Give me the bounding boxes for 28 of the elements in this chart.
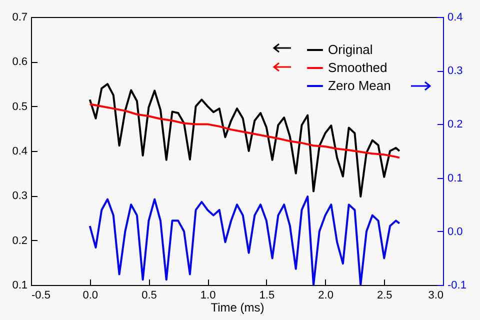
x-tick-label: 1.0 [200, 290, 216, 302]
y2-tick-label: 0.2 [448, 118, 463, 131]
line-series [88, 103, 400, 159]
x-tick-label: 0.5 [142, 290, 157, 302]
y-tick-label: 0.7 [12, 12, 28, 24]
x-tick-label: 1.5 [259, 290, 275, 302]
legend-label: Zero Mean [328, 78, 391, 93]
x-tick-label: 2.5 [376, 290, 392, 302]
y2-tick-label: 0.3 [448, 65, 463, 78]
x-tick-label: 3.0 [428, 290, 444, 302]
y-tick-label: 0.1 [12, 280, 28, 292]
y-tick-label: 0.2 [12, 234, 28, 247]
legend-label: Smoothed [328, 60, 388, 75]
x-tick-label: -0.5 [32, 290, 50, 302]
y2-tick-label: 0.1 [448, 172, 463, 184]
x-tick-label: 2.0 [318, 290, 334, 302]
y-tick-label: 0.5 [12, 100, 28, 113]
line-series [88, 83, 400, 198]
line-series [88, 196, 400, 285]
y2-tick-label: 0.4 [448, 12, 463, 24]
y-tick-label: 0.3 [12, 190, 28, 202]
y-tick-label: 0.6 [12, 56, 28, 68]
x-tick-label: 0.0 [82, 290, 98, 302]
y-tick-label: 0.4 [12, 146, 28, 158]
y2-tick-label: 0.0 [448, 226, 463, 238]
x-axis-title: Time (ms) [210, 300, 264, 314]
legend-label: Original [328, 42, 373, 57]
y2-tick-label: -0.1 [448, 280, 466, 292]
